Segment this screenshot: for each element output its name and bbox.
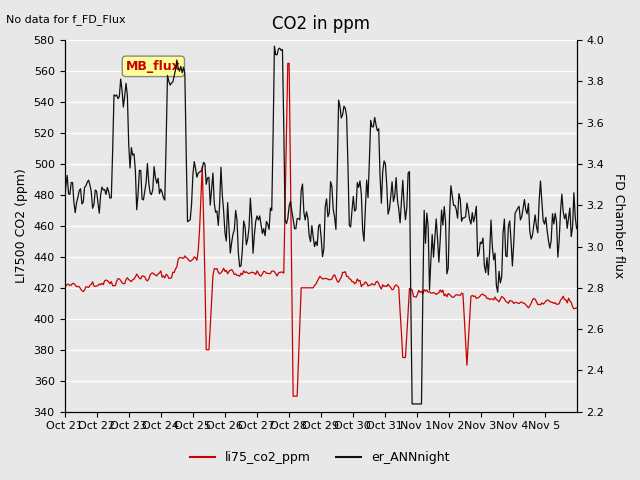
Text: No data for f_FD_Flux: No data for f_FD_Flux: [6, 14, 126, 25]
Title: CO2 in ppm: CO2 in ppm: [271, 15, 369, 33]
Y-axis label: FD Chamber flux: FD Chamber flux: [612, 173, 625, 278]
Legend: li75_co2_ppm, er_ANNnight: li75_co2_ppm, er_ANNnight: [186, 446, 454, 469]
Y-axis label: LI7500 CO2 (ppm): LI7500 CO2 (ppm): [15, 168, 28, 283]
Text: MB_flux: MB_flux: [126, 60, 180, 73]
